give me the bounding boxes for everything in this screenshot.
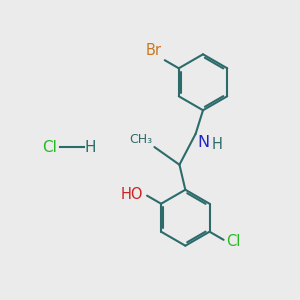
Text: Cl: Cl bbox=[43, 140, 57, 154]
Text: H: H bbox=[212, 137, 223, 152]
Text: Br: Br bbox=[145, 43, 161, 58]
Text: Cl: Cl bbox=[226, 234, 241, 249]
Text: CH₃: CH₃ bbox=[129, 133, 152, 146]
Text: H: H bbox=[85, 140, 96, 154]
Text: HO: HO bbox=[121, 187, 144, 202]
Text: N: N bbox=[197, 135, 209, 150]
